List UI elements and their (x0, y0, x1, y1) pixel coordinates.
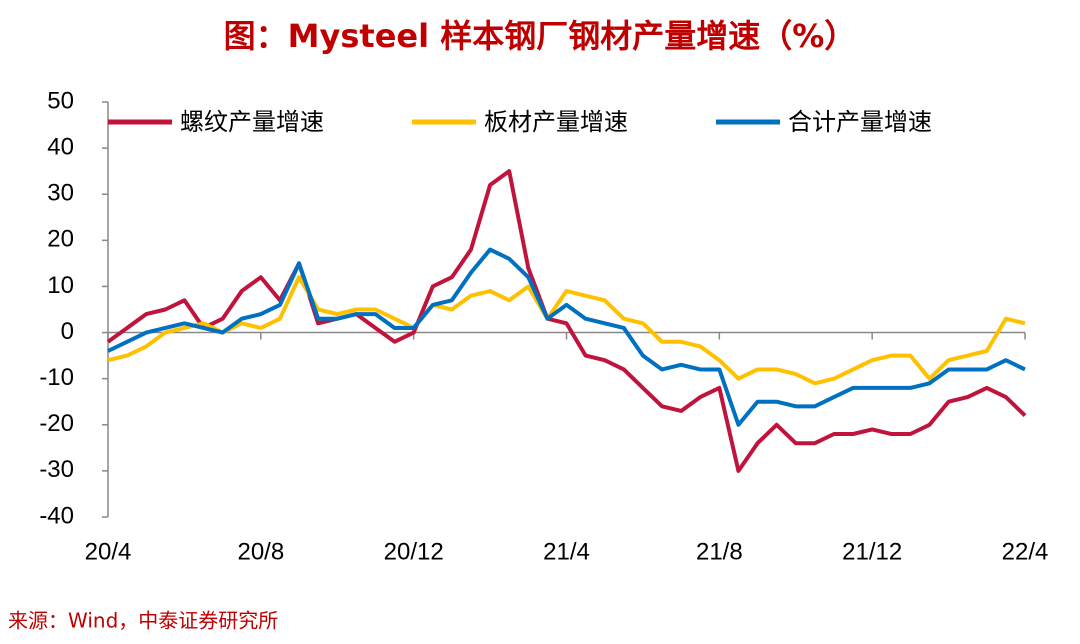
y-tick-label: -30 (39, 456, 74, 483)
legend-label: 合计产量增速 (788, 108, 932, 136)
line-series (107, 247, 1026, 427)
legend-label: 螺纹产量增速 (180, 108, 324, 136)
line-series (107, 275, 1026, 386)
x-tick-label: 20/4 (85, 538, 132, 565)
x-tick-label: 20/12 (384, 538, 444, 565)
line-series (106, 169, 1027, 473)
y-tick-label: 20 (47, 226, 74, 253)
y-tick-label: 0 (61, 318, 74, 345)
y-tick-label: -20 (39, 410, 74, 437)
legend-label: 板材产量增速 (484, 108, 628, 136)
y-tick-label: 10 (47, 272, 74, 299)
x-tick-label: 21/12 (842, 538, 902, 565)
chart-title: 图：Mysteel 样本钢厂钢材产量增速（%） (224, 17, 857, 55)
y-tick-label: -10 (39, 364, 74, 391)
y-tick-label: 40 (47, 133, 74, 160)
y-tick-label: 30 (47, 180, 74, 207)
source: 来源：Wind，中泰证券研究所 (8, 609, 278, 633)
x-tick-label: 20/8 (237, 538, 284, 565)
x-tick-label: 21/4 (543, 538, 590, 565)
x-tick-label: 22/4 (1002, 538, 1049, 565)
y-tick-label: 50 (47, 87, 74, 114)
y-tick-label: -40 (39, 502, 74, 529)
x-tick-label: 21/8 (696, 538, 743, 565)
